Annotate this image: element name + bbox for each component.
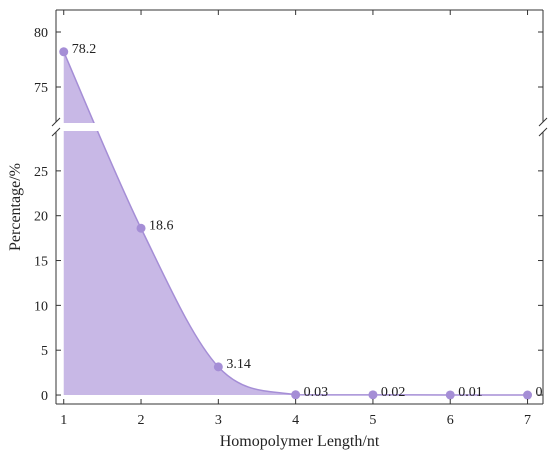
data-point: [59, 47, 69, 57]
data-label: 0: [536, 385, 543, 400]
x-tick-label: 3: [215, 413, 222, 428]
data-point: [213, 362, 223, 372]
data-label: 0.02: [381, 385, 406, 400]
y-tick-label: 75: [34, 81, 48, 96]
break-mark-right: [538, 117, 548, 127]
data-label: 0.01: [458, 385, 483, 400]
data-label: 18.6: [149, 218, 174, 233]
x-tick-label: 2: [138, 413, 145, 428]
series-line: [63, 51, 528, 396]
data-point: [368, 390, 378, 400]
break-mark-left: [51, 117, 61, 127]
y-tick-label: 10: [34, 299, 48, 314]
x-tick-label: 4: [292, 413, 299, 428]
break-mark-left: [51, 127, 61, 137]
data-label: 78.2: [72, 42, 97, 57]
x-tick-label: 7: [524, 413, 531, 428]
data-label: 3.14: [226, 357, 251, 372]
y-tick-label: 15: [34, 255, 48, 270]
y-tick-label: 5: [41, 344, 48, 359]
x-axis-title: Homopolymer Length/nt: [220, 433, 380, 450]
x-tick-label: 6: [447, 413, 454, 428]
break-mark-right: [538, 127, 548, 137]
data-point: [136, 223, 146, 233]
area-fill: [63, 51, 528, 396]
y-tick-label: 0: [41, 389, 48, 404]
x-tick-label: 1: [60, 413, 67, 428]
y-tick-label: 25: [34, 165, 48, 180]
y-axis-title: Percentage/%: [7, 163, 24, 251]
y-tick-label: 80: [34, 26, 48, 41]
axis-break-gap: [61, 123, 102, 131]
data-point: [445, 390, 455, 400]
data-point: [291, 390, 301, 400]
y-tick-label: 20: [34, 210, 48, 225]
x-tick-label: 5: [369, 413, 376, 428]
data-label: 0.03: [304, 385, 329, 400]
data-point: [523, 390, 533, 400]
